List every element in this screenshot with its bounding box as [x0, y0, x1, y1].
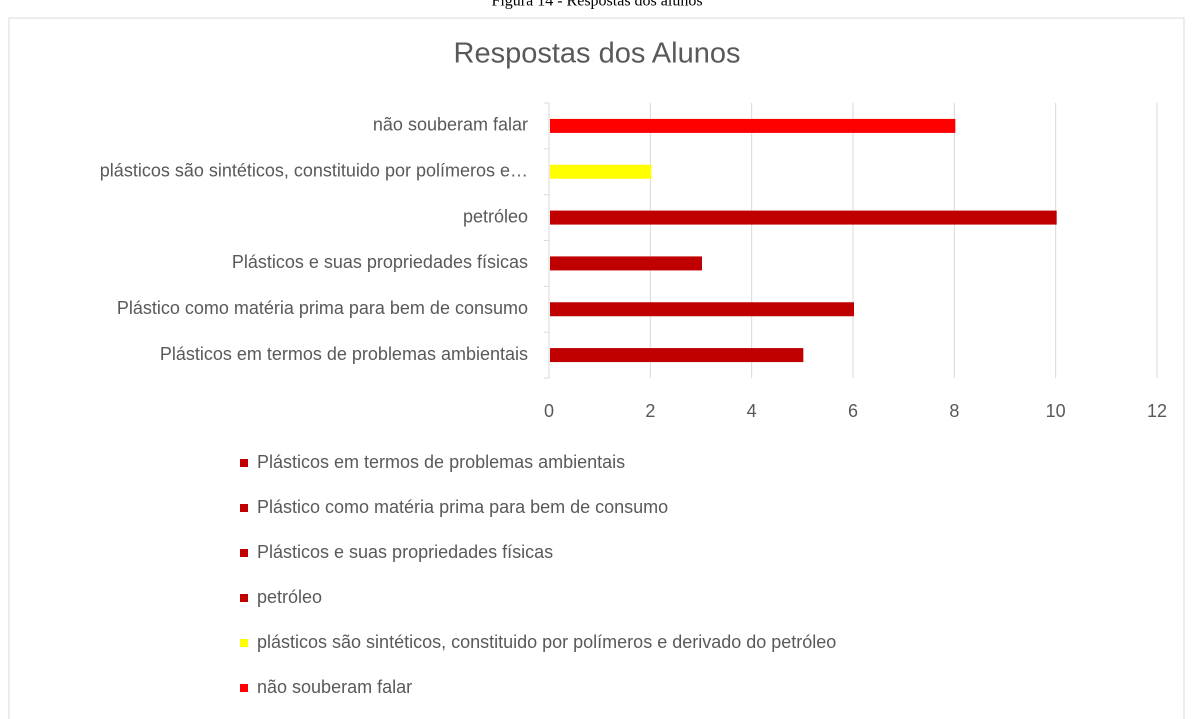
bar	[550, 302, 854, 317]
legend-label: Plásticos e suas propriedades físicas	[257, 542, 553, 562]
bar	[550, 256, 702, 271]
x-tick-label: 0	[544, 401, 554, 421]
y-tick-label: plásticos são sintéticos, constituido po…	[100, 161, 528, 181]
legend-label: não souberam falar	[257, 677, 412, 697]
legend-swatch	[240, 549, 248, 557]
caption: Figura 14 - Respostas dos alunos	[491, 0, 702, 10]
legend-swatch	[240, 639, 248, 647]
y-tick-label: petróleo	[463, 206, 528, 226]
chart-frame	[8, 17, 1185, 719]
legend-swatch	[240, 594, 248, 602]
legend-label: Plástico como matéria prima para bem de …	[257, 497, 668, 517]
x-tick-label: 10	[1046, 401, 1066, 421]
x-tick-label: 2	[645, 401, 655, 421]
legend-label: petróleo	[257, 587, 322, 607]
y-tick-label: Plásticos em termos de problemas ambient…	[160, 344, 528, 364]
x-tick-label: 12	[1147, 401, 1167, 421]
legend-swatch	[240, 684, 248, 692]
bar	[550, 164, 652, 179]
bar	[550, 348, 804, 363]
x-tick-label: 6	[848, 401, 858, 421]
legend-label: Plásticos em termos de problemas ambient…	[257, 452, 625, 472]
x-tick-label: 8	[949, 401, 959, 421]
y-tick-label: Plástico como matéria prima para bem de …	[117, 298, 528, 318]
legend-swatch	[240, 504, 248, 512]
x-tick-label: 4	[747, 401, 757, 421]
bar	[550, 118, 956, 133]
y-tick-label: Plásticos e suas propriedades físicas	[232, 252, 528, 272]
bar	[550, 210, 1057, 225]
chart-title: Respostas dos Alunos	[454, 38, 741, 70]
legend-label: plásticos são sintéticos, constituido po…	[257, 632, 836, 652]
caption-backdrop	[380, 0, 800, 14]
legend-swatch	[240, 459, 248, 467]
y-tick-label: não souberam falar	[373, 115, 528, 135]
